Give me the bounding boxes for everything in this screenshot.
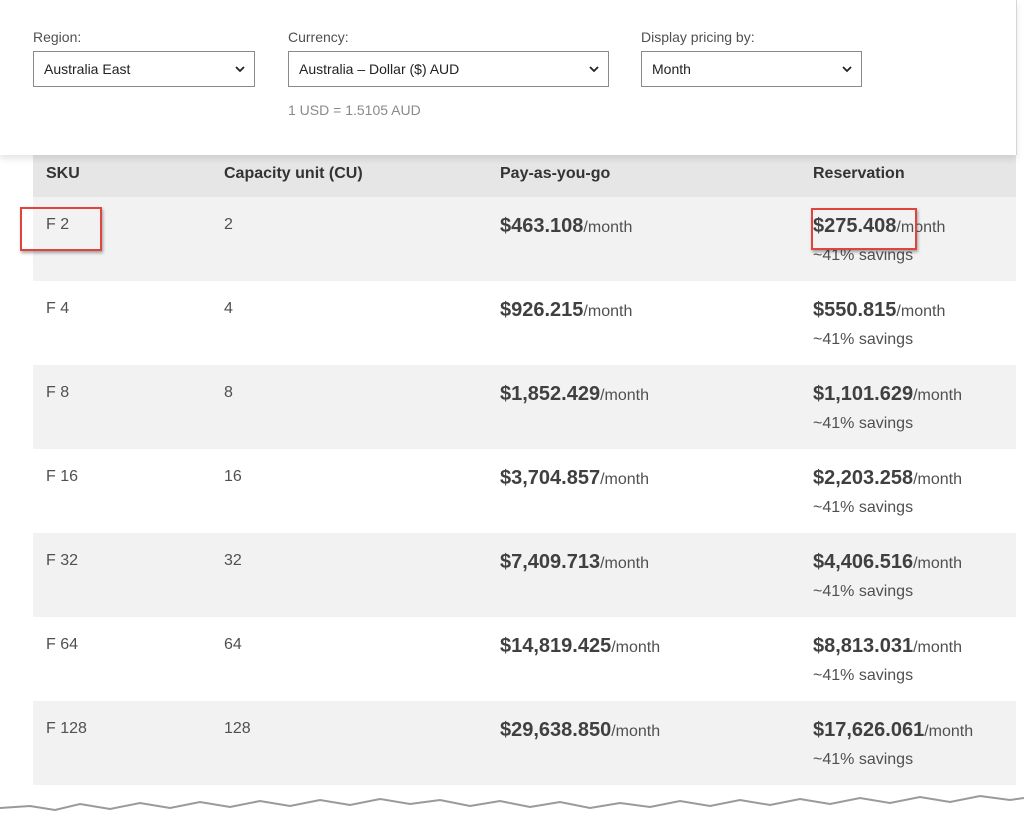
- price-unit: /month: [913, 555, 963, 572]
- capacity-unit-cell: 4: [224, 300, 233, 317]
- price-unit: /month: [600, 471, 650, 488]
- sku-cell: F 16: [46, 468, 79, 485]
- price-unit: /month: [913, 387, 963, 404]
- currency-label: Currency:: [288, 29, 349, 45]
- reservation-amount: $8,813.031: [813, 635, 914, 657]
- sku-cell: F 4: [46, 300, 70, 317]
- capacity-unit-cell: 32: [224, 552, 242, 569]
- table-header: SKU Capacity unit (CU) Pay-as-you-go Res…: [33, 155, 1016, 197]
- savings-note: ~41% savings: [813, 247, 914, 264]
- savings-note: ~41% savings: [813, 499, 914, 516]
- display-pricing-select-value: Month: [652, 61, 691, 77]
- table-row: F 32 32 $7,409.713/month $4,406.516/mont…: [33, 533, 1016, 617]
- display-pricing-filter: Display pricing by: Month: [641, 28, 862, 87]
- display-pricing-select[interactable]: Month: [641, 51, 862, 87]
- reservation-price: $17,626.061/month: [813, 719, 973, 742]
- display-pricing-label: Display pricing by:: [641, 29, 755, 45]
- torn-edge-decoration: [0, 794, 1024, 822]
- header-pay-as-you-go: Pay-as-you-go: [500, 165, 611, 182]
- chevron-down-icon: [842, 66, 852, 73]
- savings-note: ~41% savings: [813, 751, 914, 768]
- pricing-filters-panel: Region: Australia East Currency: Austral…: [0, 0, 1017, 155]
- table-row: F 8 8 $1,852.429/month $1,101.629/month …: [33, 365, 1016, 449]
- price-unit: /month: [896, 219, 946, 236]
- pay-as-you-go-price: $14,819.425/month: [500, 635, 660, 658]
- table-row: F 2 2 $463.108/month $275.408/month ~41%…: [33, 197, 1016, 281]
- region-filter: Region: Australia East: [33, 28, 255, 87]
- chevron-down-icon: [589, 66, 599, 73]
- capacity-unit-cell: 64: [224, 636, 242, 653]
- pay-as-you-go-amount: $926.215: [500, 299, 584, 321]
- pay-as-you-go-amount: $3,704.857: [500, 467, 601, 489]
- reservation-amount: $2,203.258: [813, 467, 914, 489]
- price-unit: /month: [583, 303, 633, 320]
- exchange-rate-note: 1 USD = 1.5105 AUD: [288, 102, 421, 118]
- reservation-price: $275.408/month: [813, 215, 945, 238]
- pay-as-you-go-price: $463.108/month: [500, 215, 632, 238]
- sku-cell: F 64: [46, 636, 79, 653]
- pay-as-you-go-amount: $1,852.429: [500, 383, 601, 405]
- capacity-unit-cell: 8: [224, 384, 233, 401]
- sku-cell: F 32: [46, 552, 79, 569]
- price-unit: /month: [583, 219, 633, 236]
- price-unit: /month: [611, 723, 661, 740]
- savings-note: ~41% savings: [813, 415, 914, 432]
- price-unit: /month: [896, 303, 946, 320]
- header-sku: SKU: [46, 165, 80, 182]
- header-capacity-unit: Capacity unit (CU): [224, 165, 363, 182]
- pay-as-you-go-amount: $7,409.713: [500, 551, 601, 573]
- reservation-amount: $275.408: [813, 215, 897, 237]
- region-select-value: Australia East: [44, 61, 131, 77]
- table-row: F 128 128 $29,638.850/month $17,626.061/…: [33, 701, 1016, 785]
- header-reservation: Reservation: [813, 165, 905, 182]
- price-unit: /month: [913, 639, 963, 656]
- pay-as-you-go-price: $3,704.857/month: [500, 467, 649, 490]
- savings-note: ~41% savings: [813, 583, 914, 600]
- currency-select-value: Australia – Dollar ($) AUD: [299, 61, 460, 77]
- table-row: F 16 16 $3,704.857/month $2,203.258/mont…: [33, 449, 1016, 533]
- capacity-unit-cell: 16: [224, 468, 242, 485]
- price-unit: /month: [924, 723, 974, 740]
- pay-as-you-go-price: $1,852.429/month: [500, 383, 649, 406]
- price-unit: /month: [600, 387, 650, 404]
- price-unit: /month: [611, 639, 661, 656]
- pay-as-you-go-price: $926.215/month: [500, 299, 632, 322]
- reservation-amount: $1,101.629: [813, 383, 914, 405]
- price-unit: /month: [600, 555, 650, 572]
- region-label: Region:: [33, 29, 82, 45]
- reservation-amount: $550.815: [813, 299, 897, 321]
- table-row: F 64 64 $14,819.425/month $8,813.031/mon…: [33, 617, 1016, 701]
- reservation-amount: $17,626.061: [813, 719, 925, 741]
- reservation-price: $1,101.629/month: [813, 383, 962, 406]
- reservation-price: $2,203.258/month: [813, 467, 962, 490]
- pay-as-you-go-amount: $14,819.425: [500, 635, 612, 657]
- pay-as-you-go-price: $7,409.713/month: [500, 551, 649, 574]
- sku-cell: F 128: [46, 720, 87, 737]
- pay-as-you-go-amount: $29,638.850: [500, 719, 612, 741]
- chevron-down-icon: [235, 66, 245, 73]
- pay-as-you-go-amount: $463.108: [500, 215, 584, 237]
- savings-note: ~41% savings: [813, 331, 914, 348]
- reservation-price: $550.815/month: [813, 299, 945, 322]
- region-select[interactable]: Australia East: [33, 51, 255, 87]
- currency-filter: Currency: Australia – Dollar ($) AUD: [288, 28, 609, 87]
- savings-note: ~41% savings: [813, 667, 914, 684]
- reservation-price: $8,813.031/month: [813, 635, 962, 658]
- pay-as-you-go-price: $29,638.850/month: [500, 719, 660, 742]
- capacity-unit-cell: 2: [224, 216, 233, 233]
- currency-select[interactable]: Australia – Dollar ($) AUD: [288, 51, 609, 87]
- sku-cell: F 2: [46, 216, 70, 233]
- reservation-price: $4,406.516/month: [813, 551, 962, 574]
- price-unit: /month: [913, 471, 963, 488]
- reservation-amount: $4,406.516: [813, 551, 914, 573]
- table-row: F 4 4 $926.215/month $550.815/month ~41%…: [33, 281, 1016, 365]
- sku-cell: F 8: [46, 384, 70, 401]
- pricing-table: SKU Capacity unit (CU) Pay-as-you-go Res…: [33, 155, 1016, 822]
- capacity-unit-cell: 128: [224, 720, 251, 737]
